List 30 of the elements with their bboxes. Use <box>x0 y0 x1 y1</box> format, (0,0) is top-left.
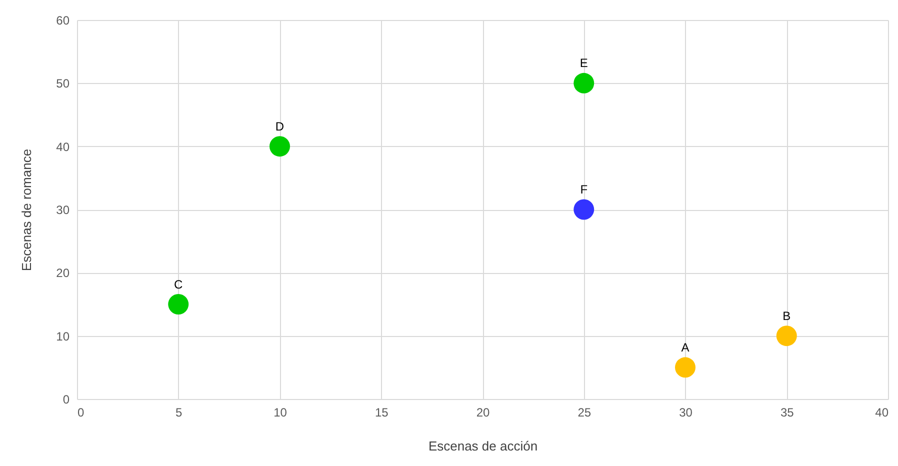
point <box>776 326 797 346</box>
x-tick-label: 25 <box>578 406 592 420</box>
x-tick-label: 20 <box>476 406 490 420</box>
y-tick-label: 50 <box>56 76 70 91</box>
point <box>270 136 290 157</box>
x-tick-label: 0 <box>78 406 84 420</box>
point <box>574 199 594 220</box>
x-tick-label: 10 <box>274 406 288 420</box>
x-tick-label: 30 <box>679 406 693 420</box>
annotation: B <box>782 308 791 323</box>
y-tick-label: 60 <box>56 14 70 28</box>
x-axis-title: Escenas de acción <box>428 438 538 454</box>
y-tick-label: 30 <box>56 203 70 217</box>
x-tick-label: 35 <box>780 406 794 420</box>
x-tick-label: 15 <box>374 406 389 420</box>
y-tick-label: 0 <box>62 392 70 406</box>
annotation: C <box>174 277 184 292</box>
y-axis-title: Escenas de romance <box>19 148 34 272</box>
y-tick-label: 40 <box>56 140 70 154</box>
point <box>574 72 594 94</box>
x-tick-label: 5 <box>176 406 183 420</box>
x-tick-label: 40 <box>875 406 889 420</box>
y-tick-label: 10 <box>56 329 70 344</box>
point <box>675 357 696 378</box>
annotation: D <box>275 119 284 134</box>
point <box>168 294 189 314</box>
y-tick-label: 20 <box>56 266 70 280</box>
annotation: E <box>580 56 588 70</box>
annotation: A <box>681 340 690 354</box>
annotation: F <box>580 182 588 196</box>
